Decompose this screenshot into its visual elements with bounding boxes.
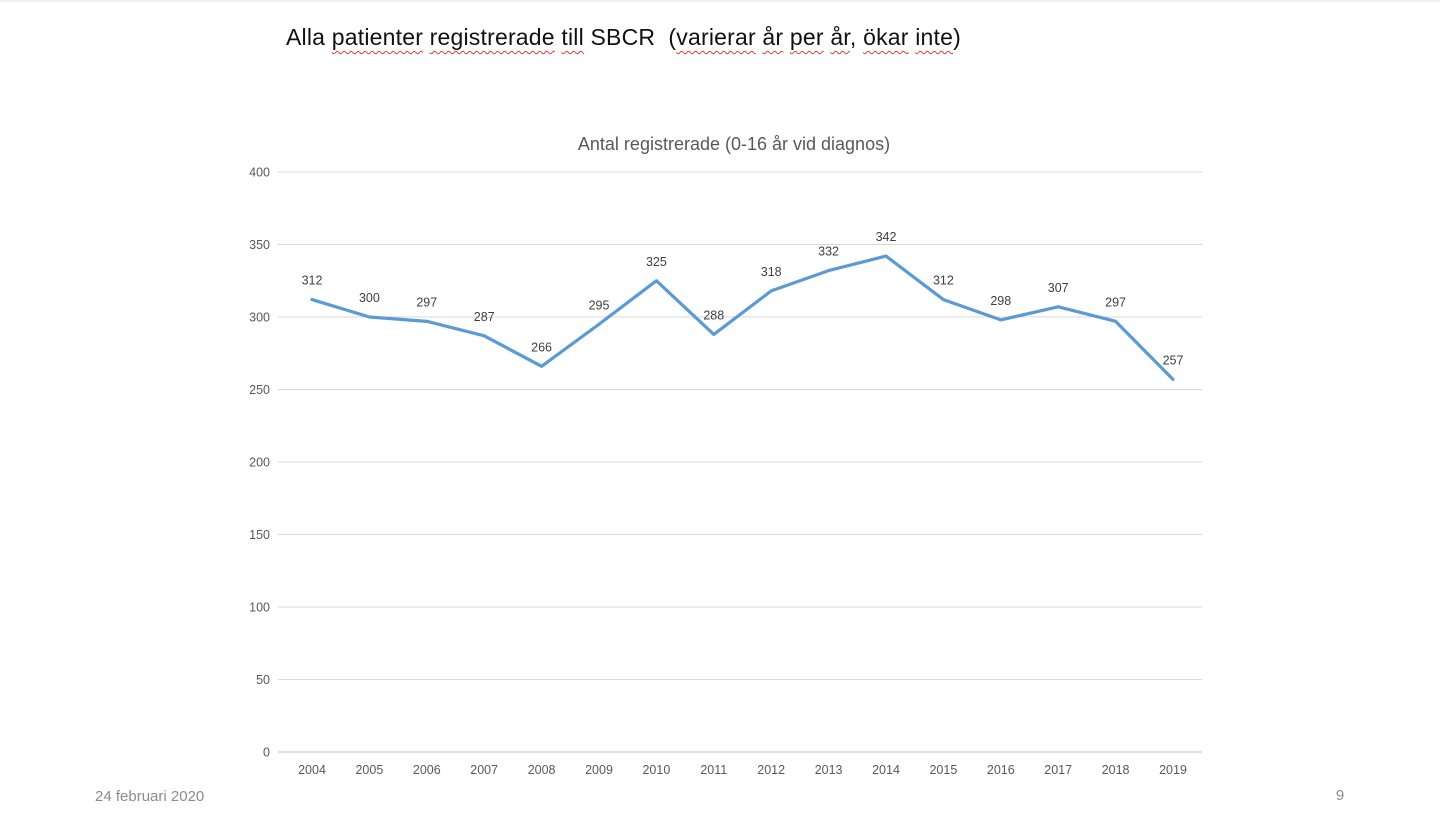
x-tick-label: 2018 [1102, 763, 1130, 777]
title-word-misspelled: år [830, 24, 850, 50]
y-tick-label: 350 [249, 238, 270, 252]
data-label: 300 [359, 291, 380, 305]
x-tick-label: 2008 [528, 763, 556, 777]
data-label: 312 [933, 274, 954, 288]
data-label: 298 [990, 294, 1011, 308]
x-tick-label: 2017 [1044, 763, 1072, 777]
chart-title: Antal registrerade (0-16 år vid diagnos) [578, 134, 890, 154]
data-label: 342 [876, 230, 897, 244]
title-word: SBCR ( [583, 24, 677, 50]
x-tick-label: 2019 [1159, 763, 1187, 777]
footer-date: 24 februari 2020 [95, 788, 205, 805]
data-label: 325 [646, 255, 667, 269]
y-tick-label: 300 [249, 311, 270, 325]
data-label: 257 [1163, 353, 1184, 367]
data-label: 266 [531, 340, 552, 354]
title-word-misspelled: till [561, 24, 584, 50]
data-label: 297 [416, 295, 437, 309]
x-tick-label: 2010 [642, 763, 670, 777]
data-label: 288 [703, 308, 724, 322]
title-word-misspelled: registrerade [429, 24, 555, 50]
title-word: Alla [286, 24, 332, 50]
slide-title: Alla patienter registrerade till SBCR (v… [286, 24, 961, 51]
x-tick-label: 2015 [929, 763, 957, 777]
data-label: 287 [474, 310, 495, 324]
data-label: 312 [302, 274, 323, 288]
page-number: 9 [1335, 787, 1345, 804]
title-word-misspelled: varierar [676, 24, 756, 50]
title-word-misspelled: patienter [331, 24, 424, 50]
x-tick-label: 2016 [987, 763, 1015, 777]
title-word-misspelled: inte [915, 24, 954, 50]
series-line [310, 254, 1175, 381]
title-word-misspelled: ökar [863, 24, 909, 50]
title-word: ) [953, 24, 961, 50]
y-tick-label: 250 [249, 383, 270, 397]
x-tick-label: 2007 [470, 763, 498, 777]
x-tick-label: 2009 [585, 763, 613, 777]
x-tick-label: 2004 [298, 763, 326, 777]
x-tick-label: 2012 [757, 763, 785, 777]
data-label: 318 [761, 265, 782, 279]
title-word: , [849, 24, 864, 50]
title-word-misspelled: per [789, 24, 824, 50]
y-tick-label: 200 [249, 456, 270, 470]
data-label: 307 [1048, 281, 1069, 295]
y-tick-label: 100 [249, 601, 270, 615]
data-label: 297 [1105, 295, 1126, 309]
data-label: 332 [818, 245, 839, 259]
x-tick-label: 2013 [815, 763, 843, 777]
y-tick-label: 50 [256, 673, 270, 687]
x-tick-label: 2006 [413, 763, 441, 777]
x-tick-label: 2014 [872, 763, 900, 777]
y-tick-label: 150 [249, 528, 270, 542]
x-tick-label: 2005 [355, 763, 383, 777]
x-tick-label: 2011 [700, 763, 727, 777]
y-tick-label: 0 [263, 746, 270, 760]
y-tick-label: 400 [249, 166, 270, 180]
data-label: 295 [589, 298, 610, 312]
title-word-misspelled: år [762, 24, 784, 50]
